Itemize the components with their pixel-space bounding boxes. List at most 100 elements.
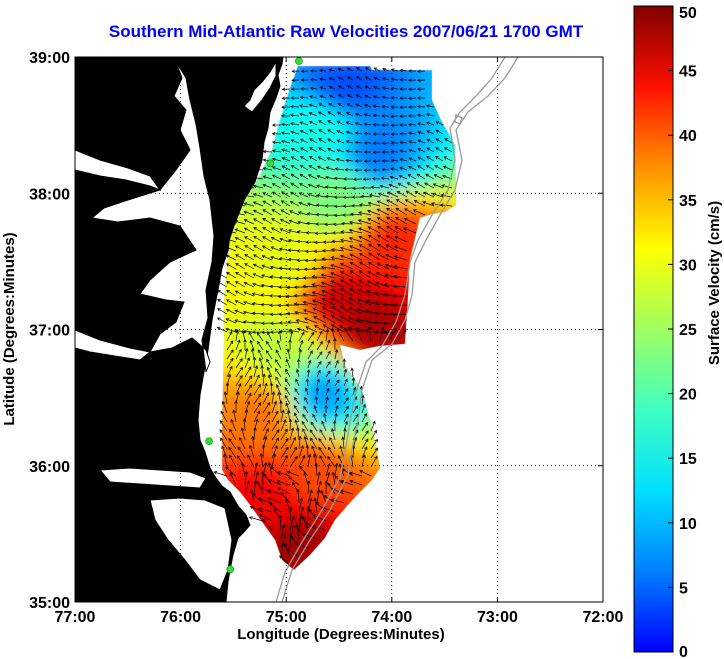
velocity-arrow [244, 357, 250, 369]
velocity-arrow [336, 148, 345, 153]
velocity-cell [322, 489, 331, 498]
velocity-cell [386, 137, 395, 146]
velocity-cell [354, 441, 363, 450]
velocity-arrow [234, 211, 246, 216]
station-marker [226, 565, 235, 574]
velocity-arrow [244, 347, 249, 360]
velocity-cell [402, 97, 411, 106]
velocity-cell [226, 401, 235, 410]
velocity-cell [362, 273, 371, 282]
velocity-arrow [298, 201, 309, 207]
velocity-cell [330, 369, 339, 378]
velocity-arrow [377, 192, 390, 198]
velocity-arrow [293, 302, 309, 306]
velocity-arrow [399, 166, 408, 171]
velocity-cell [306, 473, 315, 482]
velocity-arrow [334, 462, 339, 477]
velocity-arrow [334, 388, 340, 396]
velocity-arrow [422, 201, 435, 207]
velocity-arrow [340, 480, 354, 486]
velocity-arrow [303, 267, 318, 272]
velocity-arrow [377, 234, 390, 243]
velocity-cell [266, 297, 275, 306]
velocity-cell [346, 241, 355, 250]
velocity-cell [314, 353, 323, 362]
velocity-cell [266, 481, 275, 490]
velocity-cell [274, 265, 283, 274]
velocity-arrow [229, 472, 237, 486]
velocity-cell [354, 169, 363, 178]
velocity-arrow [236, 455, 246, 468]
velocity-arrow [442, 165, 453, 171]
velocity-cell [394, 321, 403, 330]
velocity-cell [290, 201, 299, 210]
velocity-cell [418, 153, 427, 162]
velocity-cell [298, 297, 307, 306]
velocity-cell [274, 193, 283, 202]
velocity-arrow [260, 274, 273, 279]
velocity-cell [338, 73, 347, 82]
velocity-cell [370, 441, 379, 450]
velocity-cell [266, 313, 275, 322]
velocity-arrow [219, 420, 228, 432]
velocity-arrow [325, 339, 331, 351]
velocity-arrow [300, 87, 309, 91]
velocity-arrow [357, 219, 372, 225]
velocity-arrow [309, 429, 318, 441]
velocity-cell [274, 393, 283, 402]
velocity-cell [290, 89, 299, 98]
velocity-cell [250, 305, 259, 314]
velocity-arrow [358, 279, 372, 288]
velocity-arrow [339, 315, 354, 324]
velocity-arrow [305, 444, 310, 459]
velocity-cell [346, 153, 355, 162]
velocity-arrow [337, 94, 345, 99]
velocity-cell [322, 217, 331, 226]
velocity-cell [338, 417, 347, 426]
velocity-cell [290, 353, 299, 362]
velocity-arrow [388, 327, 397, 342]
velocity-arrow [349, 262, 363, 270]
velocity-arrow [372, 104, 381, 108]
velocity-cell [290, 281, 299, 290]
velocity-cell [266, 401, 275, 410]
velocity-arrow [349, 245, 363, 252]
velocity-arrow [271, 166, 282, 171]
velocity-cell [330, 105, 339, 114]
velocity-arrows [213, 67, 453, 567]
velocity-arrow [315, 222, 327, 226]
velocity-arrow [298, 339, 304, 351]
velocity-arrow [339, 238, 354, 243]
velocity-arrow [243, 300, 255, 306]
velocity-arrow [361, 421, 369, 432]
velocity-cell [242, 385, 251, 394]
velocity-cell [338, 329, 347, 338]
velocity-arrow [356, 67, 363, 72]
velocity-arrow [364, 85, 372, 90]
velocity-cell [266, 337, 275, 346]
velocity-cell [394, 273, 403, 282]
velocity-arrow [216, 317, 228, 324]
velocity-cell [362, 97, 371, 106]
velocity-arrow [280, 437, 289, 450]
velocity-cell [234, 225, 243, 234]
velocity-cell [266, 257, 275, 266]
velocity-cell [258, 241, 267, 250]
velocity-cell [354, 281, 363, 290]
velocity-cell [222, 409, 227, 418]
velocity-cell [298, 185, 307, 194]
velocity-cell [274, 249, 283, 258]
velocity-cell [346, 185, 355, 194]
velocity-arrow [281, 157, 291, 162]
velocity-arrow [269, 382, 274, 396]
velocity-cell [322, 97, 331, 106]
velocity-cell [354, 233, 363, 242]
velocity-cell [314, 449, 323, 458]
velocity-arrow [223, 391, 228, 405]
velocity-cell [410, 89, 419, 98]
velocity-cell [362, 105, 371, 114]
velocity-arrow [340, 297, 354, 306]
velocity-cell [290, 113, 299, 122]
velocity-arrow [352, 186, 363, 191]
velocity-arrow [394, 226, 408, 234]
